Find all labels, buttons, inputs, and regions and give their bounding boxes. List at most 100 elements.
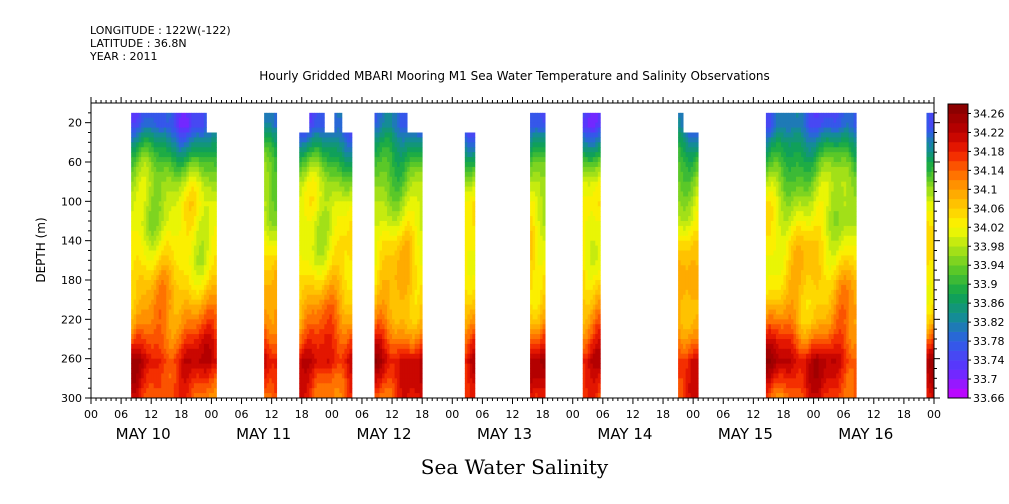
heatmap-cell (178, 240, 182, 246)
heatmap-cell (530, 388, 533, 394)
heatmap-cell (203, 211, 207, 217)
heatmap-cell (336, 112, 340, 119)
heatmap-cell (346, 142, 350, 148)
heatmap-cell (138, 378, 142, 384)
heatmap-cell (319, 162, 323, 168)
heatmap-cell (331, 191, 335, 197)
heatmap-cell (176, 186, 180, 192)
heatmap-cell (467, 216, 471, 222)
heatmap-cell (467, 280, 471, 286)
heatmap-cell (168, 137, 172, 143)
heatmap-cell (397, 201, 400, 207)
heatmap-cell (382, 265, 385, 271)
heatmap-cell (382, 166, 385, 173)
heatmap-cell (181, 127, 185, 133)
longitude-label: LONGITUDE : 122W(-122) (90, 24, 231, 37)
heatmap-cell (532, 348, 536, 355)
heatmap-cell (193, 191, 197, 197)
heatmap-cell (321, 245, 325, 251)
heatmap-cell (168, 250, 172, 256)
heatmap-cell (392, 289, 395, 296)
heatmap-cell (178, 166, 182, 173)
heatmap-cell (469, 319, 473, 325)
heatmap-cell (387, 250, 390, 256)
heatmap-cell (133, 329, 137, 335)
heatmap-cell (334, 368, 338, 374)
heatmap-cell (198, 250, 202, 256)
heatmap-cell (301, 206, 305, 212)
heatmap-cell (399, 211, 403, 217)
heatmap-cell (331, 147, 335, 153)
heatmap-cell (404, 206, 408, 212)
heatmap-cell (213, 368, 217, 374)
heatmap-cell (208, 230, 212, 237)
heatmap-cell (334, 122, 338, 128)
heatmap-cell (158, 363, 162, 369)
heatmap-cell (143, 388, 147, 394)
heatmap-cell (532, 225, 536, 232)
heatmap-cell (339, 186, 343, 192)
heatmap-cell (158, 191, 162, 197)
heatmap-cell (168, 235, 172, 242)
heatmap-cell (392, 334, 395, 340)
heatmap-cell (417, 339, 421, 345)
heatmap-cell (316, 117, 320, 124)
heatmap-cell (469, 191, 473, 197)
heatmap-cell (191, 275, 195, 281)
heatmap-cell (161, 265, 165, 271)
heatmap-cell (131, 324, 135, 330)
heatmap-cell (304, 304, 308, 310)
heatmap-cell (181, 299, 185, 305)
heatmap-cell (311, 393, 315, 398)
heatmap-cell (133, 270, 137, 276)
heatmap-cell (183, 309, 187, 315)
heatmap-cell (148, 186, 152, 192)
heatmap-cell (472, 289, 476, 296)
heatmap-cell (464, 358, 468, 364)
heatmap-cell (532, 117, 536, 124)
heatmap-cell (148, 250, 152, 256)
heatmap-cell (306, 343, 310, 350)
heatmap-cell (379, 206, 383, 212)
heatmap-cell (274, 225, 278, 232)
heatmap-cell (409, 245, 413, 251)
heatmap-cell (188, 319, 192, 325)
heatmap-cell (419, 171, 423, 178)
heatmap-cell (188, 112, 192, 119)
heatmap-cell (336, 353, 340, 360)
heatmap-cell (138, 393, 142, 398)
heatmap-cell (467, 388, 471, 394)
heatmap-cell (314, 265, 318, 271)
heatmap-cell (341, 289, 345, 296)
heatmap-cell (206, 378, 210, 384)
heatmap-cell (304, 368, 308, 374)
heatmap-cell (211, 294, 215, 301)
heatmap-cell (203, 294, 207, 301)
heatmap-cell (394, 363, 398, 369)
heatmap-cell (346, 206, 350, 212)
heatmap-cell (382, 343, 385, 350)
heatmap-cell (377, 383, 380, 389)
heatmap-cell (404, 166, 408, 173)
heatmap-cell (344, 186, 348, 192)
heatmap-cell (349, 265, 353, 271)
heatmap-cell (213, 289, 217, 296)
heatmap-cell (394, 152, 398, 158)
heatmap-cell (168, 225, 172, 232)
heatmap-cell (532, 339, 536, 345)
heatmap-cell (467, 157, 471, 163)
heatmap-cell (304, 176, 308, 183)
heatmap-cell (158, 339, 162, 345)
heatmap-cell (158, 353, 162, 360)
heatmap-cell (138, 260, 142, 266)
heatmap-cell (319, 348, 323, 355)
heatmap-cell (382, 122, 385, 128)
heatmap-cell (379, 339, 383, 345)
heatmap-cell (339, 171, 343, 178)
heatmap-cell (316, 122, 320, 128)
heatmap-cell (193, 378, 197, 384)
heatmap-cell (271, 280, 275, 286)
heatmap-cell (203, 230, 207, 237)
heatmap-cell (266, 181, 270, 187)
heatmap-cell (271, 240, 275, 246)
